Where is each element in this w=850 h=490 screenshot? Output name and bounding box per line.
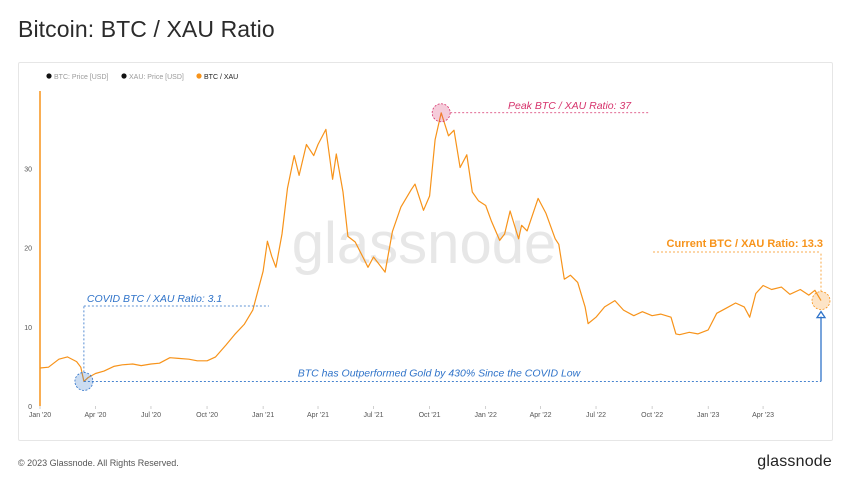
x-tick-label: Jul '22 [586,412,606,419]
btc-xau-chart: glassnode BTC: Price [USD] XAU: Price [US… [24,73,831,419]
x-tick-label: Apr '23 [752,412,774,419]
legend-label-0: BTC: Price [USD] [54,74,109,81]
x-tick-label: Apr '20 [84,412,106,419]
legend-marker-0 [46,73,52,79]
y-tick-label: 10 [24,325,32,332]
x-tick-label: Jan '20 [29,412,51,419]
legend-label-2: BTC / XAU [204,74,238,81]
chart-card: glassnode BTC: Price [USD] XAU: Price [US… [18,62,833,441]
current-annotation-label: Current BTC / XAU Ratio: 13.3 [667,238,823,250]
x-tick-label: Jul '21 [363,412,383,419]
x-tick-label: Oct '22 [641,412,663,419]
legend-marker-2 [196,73,202,79]
copyright-text: © 2023 Glassnode. All Rights Reserved. [18,458,179,468]
legend-marker-1 [121,73,127,79]
x-tick-label: Jan '21 [252,412,274,419]
plot-area: 0 10 20 30 Jan '20 Apr '20 Jul '20 Oct '20 Jan '… [24,91,831,419]
series-line-btc-xau [39,112,822,382]
legend: BTC: Price [USD] XAU: Price [USD] BTC / XA… [46,73,238,81]
x-tick-label: Oct '21 [419,412,441,419]
y-tick-label: 20 [24,246,32,253]
watermark: glassnode [292,211,556,276]
peak-annotation-label: Peak BTC / XAU Ratio: 37 [508,100,632,112]
x-tick-label: Jan '22 [474,412,496,419]
x-tick-label: Apr '22 [530,412,552,419]
peak-marker [431,103,451,123]
y-tick-label: 30 [24,166,32,173]
brand-logo: glassnode [757,453,832,470]
legend-label-1: XAU: Price [USD] [129,74,184,81]
x-tick-label: Apr '21 [307,412,329,419]
outperformance-label: BTC has Outperformed Gold by 430% Since … [298,367,582,379]
current-marker [811,291,831,310]
x-tick-label: Jul '20 [141,412,161,419]
covid-annotation-label: COVID BTC / XAU Ratio: 3.1 [87,293,222,305]
x-tick-label: Jan '23 [697,412,719,419]
y-tick-label: 0 [28,404,32,411]
page-title: Bitcoin: BTC / XAU Ratio [18,16,275,42]
outperformance-arrow-head [815,310,827,319]
x-tick-label: Oct '20 [196,412,218,419]
